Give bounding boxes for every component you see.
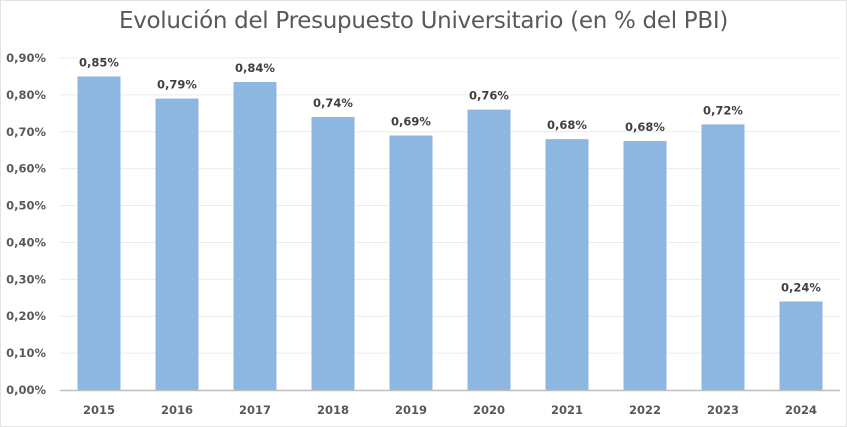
bar-2016 (155, 98, 199, 391)
y-tick-label: 0,70% (6, 125, 46, 139)
data-label: 0,69% (391, 114, 431, 128)
y-tick-label: 0,00% (6, 383, 46, 397)
bar-2020 (467, 109, 511, 391)
y-tick-label: 0,90% (6, 51, 46, 65)
bar-2018 (311, 117, 355, 391)
y-tick-label: 0,50% (6, 199, 46, 213)
bar-2017 (233, 81, 277, 390)
data-label: 0,68% (625, 120, 665, 134)
x-tick-label: 2021 (551, 403, 583, 417)
data-label: 0,72% (703, 103, 743, 117)
data-label: 0,85% (79, 55, 119, 69)
data-label: 0,68% (547, 118, 587, 132)
bar-2023 (701, 124, 745, 391)
x-tick-label: 2024 (785, 403, 817, 417)
x-tick-label: 2016 (161, 403, 193, 417)
y-tick-label: 0,10% (6, 346, 46, 360)
x-tick-label: 2022 (629, 403, 661, 417)
data-label: 0,79% (157, 78, 197, 92)
bar-2024 (779, 301, 823, 390)
y-tick-label: 0,60% (6, 162, 46, 176)
x-tick-label: 2018 (317, 403, 349, 417)
bar-2015 (77, 76, 121, 390)
y-tick-label: 0,30% (6, 272, 46, 286)
x-tick-label: 2023 (707, 403, 739, 417)
bar-2022 (623, 141, 667, 390)
data-label: 0,24% (781, 280, 821, 294)
bar-2021 (545, 139, 589, 390)
x-tick-label: 2017 (239, 403, 271, 417)
bar-2019 (389, 135, 433, 390)
x-tick-label: 2015 (83, 403, 115, 417)
chart-title: Evolución del Presupuesto Universitario … (118, 8, 729, 34)
data-label: 0,84% (235, 61, 275, 75)
y-tick-label: 0,80% (6, 88, 46, 102)
x-tick-label: 2020 (473, 403, 505, 417)
y-tick-label: 0,20% (6, 309, 46, 323)
data-label: 0,74% (313, 96, 353, 110)
x-tick-label: 2019 (395, 403, 427, 417)
data-label: 0,76% (469, 89, 509, 103)
y-tick-label: 0,40% (6, 235, 46, 249)
